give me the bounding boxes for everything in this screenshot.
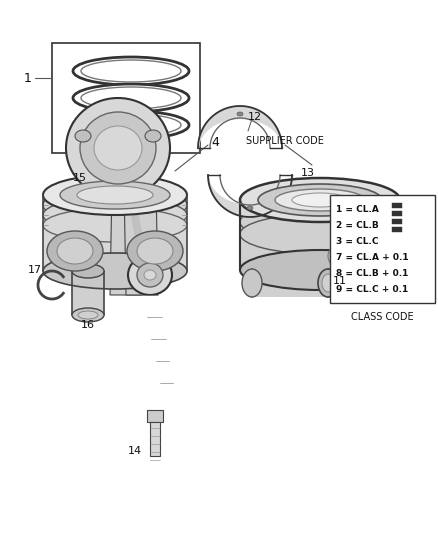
Ellipse shape: [77, 186, 153, 204]
Bar: [392, 203, 402, 208]
Bar: [392, 219, 402, 224]
Text: 4: 4: [211, 136, 219, 149]
Text: 3 = CL.C: 3 = CL.C: [336, 237, 378, 246]
Ellipse shape: [240, 202, 400, 242]
Ellipse shape: [292, 193, 348, 207]
Bar: [392, 211, 402, 216]
Ellipse shape: [137, 263, 163, 287]
Ellipse shape: [43, 186, 187, 224]
Ellipse shape: [73, 57, 189, 85]
Ellipse shape: [128, 255, 172, 295]
Text: 17: 17: [28, 265, 42, 275]
Ellipse shape: [145, 130, 161, 142]
Bar: [147, 410, 163, 422]
Polygon shape: [114, 128, 154, 295]
Text: 9 = CL.C + 0.1: 9 = CL.C + 0.1: [336, 285, 408, 294]
Bar: [240, 210, 400, 270]
Ellipse shape: [240, 250, 400, 290]
Ellipse shape: [81, 114, 181, 136]
Text: 12: 12: [248, 112, 262, 122]
Ellipse shape: [240, 190, 400, 230]
Text: 1: 1: [24, 71, 32, 85]
Ellipse shape: [137, 238, 173, 264]
Ellipse shape: [57, 238, 93, 264]
Bar: [52, 43, 200, 153]
Text: 16: 16: [81, 320, 95, 330]
Bar: [72, 271, 104, 315]
Ellipse shape: [43, 175, 187, 215]
Ellipse shape: [240, 214, 400, 254]
Ellipse shape: [94, 126, 142, 170]
Ellipse shape: [318, 269, 338, 297]
Ellipse shape: [240, 178, 400, 222]
Ellipse shape: [43, 197, 187, 233]
Text: 11: 11: [333, 276, 347, 286]
Polygon shape: [123, 128, 158, 295]
Ellipse shape: [242, 269, 262, 297]
Ellipse shape: [73, 84, 189, 112]
Bar: [150, 422, 160, 456]
Text: 1 = CL.A: 1 = CL.A: [336, 205, 379, 214]
Ellipse shape: [47, 231, 103, 271]
Ellipse shape: [247, 206, 253, 210]
Ellipse shape: [60, 181, 170, 209]
Ellipse shape: [127, 231, 183, 271]
Text: SUPPLIER CODE: SUPPLIER CODE: [246, 136, 324, 146]
Text: 8 = CL.B + 0.1: 8 = CL.B + 0.1: [336, 269, 408, 278]
Ellipse shape: [43, 253, 187, 289]
Text: CLASS CODE: CLASS CODE: [351, 312, 414, 322]
Ellipse shape: [43, 208, 187, 242]
Ellipse shape: [81, 87, 181, 109]
Text: 7 = CL.A + 0.1: 7 = CL.A + 0.1: [336, 253, 409, 262]
Bar: [43, 195, 187, 271]
Ellipse shape: [72, 264, 104, 278]
Polygon shape: [110, 128, 145, 295]
Ellipse shape: [66, 98, 170, 198]
Ellipse shape: [275, 189, 365, 211]
Bar: [392, 227, 402, 232]
Ellipse shape: [237, 112, 243, 116]
Ellipse shape: [75, 130, 91, 142]
Ellipse shape: [72, 308, 104, 322]
Ellipse shape: [144, 270, 156, 280]
Text: 2 = CL.B: 2 = CL.B: [336, 221, 379, 230]
Ellipse shape: [258, 184, 382, 216]
Bar: [252, 269, 328, 297]
Ellipse shape: [328, 240, 372, 272]
Bar: [330, 195, 435, 303]
Text: 13: 13: [301, 168, 315, 178]
Ellipse shape: [322, 274, 334, 292]
Text: 14: 14: [128, 446, 142, 456]
Ellipse shape: [78, 311, 98, 319]
Text: 15: 15: [73, 173, 87, 183]
Ellipse shape: [73, 111, 189, 139]
Ellipse shape: [81, 60, 181, 82]
Ellipse shape: [80, 112, 156, 184]
